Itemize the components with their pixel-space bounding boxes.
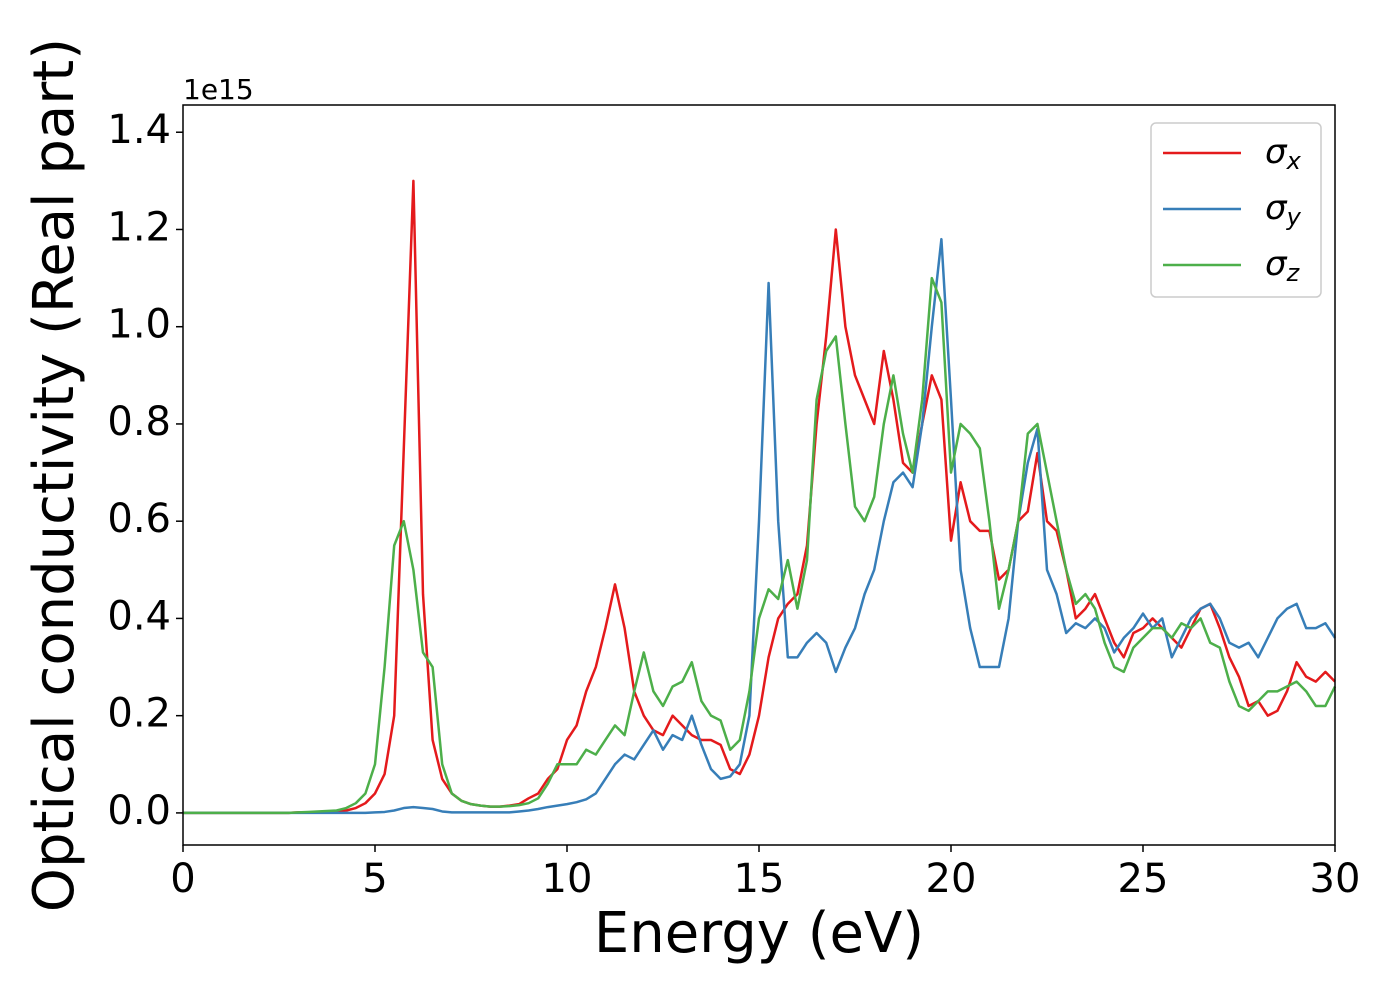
legend-label: σx <box>1265 132 1302 176</box>
plot-frame <box>182 104 1336 846</box>
y-tick-label: 0.4 <box>107 593 171 639</box>
y-tick-label: 0.8 <box>107 399 171 445</box>
x-tick-label: 25 <box>1118 856 1169 902</box>
y-tick-label: 0.2 <box>107 691 171 737</box>
x-tick-label: 5 <box>362 856 387 902</box>
y-tick-label: 1.0 <box>107 302 171 348</box>
plot-area <box>183 105 1335 845</box>
y-tick-label: 1.2 <box>107 204 171 250</box>
y-axis-label: Optical conductivity (Real part) <box>22 38 87 912</box>
y-tick-label: 0.0 <box>107 788 171 834</box>
legend-label: σz <box>1265 244 1301 288</box>
y-tick-label: 0.6 <box>107 496 171 542</box>
x-tick-label: 15 <box>734 856 785 902</box>
series-line <box>183 276 1337 815</box>
x-tick-label: 0 <box>170 856 195 902</box>
x-axis-label: Energy (eV) <box>594 901 924 966</box>
y-tick-label: 1.4 <box>107 107 171 153</box>
x-tick-label: 30 <box>1310 856 1361 902</box>
x-tick-label: 10 <box>542 856 593 902</box>
legend-label: σy <box>1265 188 1302 232</box>
x-tick-label: 20 <box>926 856 977 902</box>
series-line <box>183 179 1336 815</box>
y-offset-label: 1e15 <box>183 73 254 106</box>
series-line <box>183 237 1337 815</box>
